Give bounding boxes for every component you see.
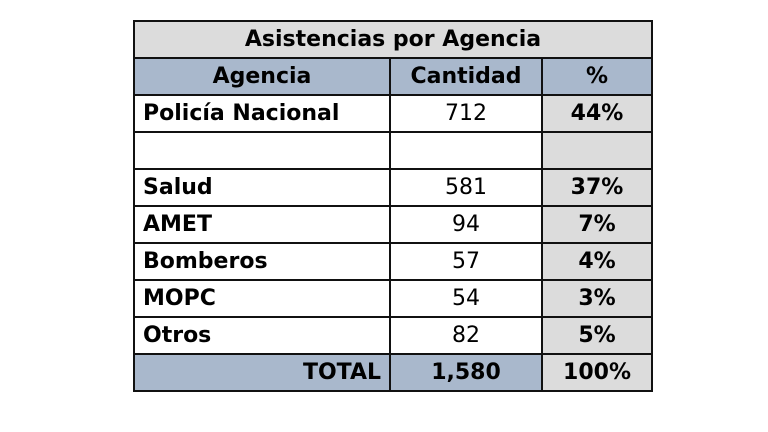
agency-cell: Salud [133,168,391,207]
table-header-row: Agencia Cantidad % [133,57,653,96]
total-percent: 100% [541,353,653,392]
table-title: Asistencias por Agencia [133,20,653,59]
table-row-empty [133,131,653,170]
quantity-cell: 57 [389,242,543,281]
table-row: Policía Nacional 712 44% [133,94,653,133]
table-row: Otros 82 5% [133,316,653,355]
percent-cell: 4% [541,242,653,281]
agency-assistance-table: Asistencias por Agencia Agencia Cantidad… [133,20,653,392]
percent-cell: 37% [541,168,653,207]
header-percent: % [541,57,653,96]
agency-cell [133,131,391,170]
percent-cell: 7% [541,205,653,244]
quantity-cell: 82 [389,316,543,355]
table-row: Salud 581 37% [133,168,653,207]
table-row: Bomberos 57 4% [133,242,653,281]
table-title-row: Asistencias por Agencia [133,20,653,59]
header-agency: Agencia [133,57,391,96]
header-quantity: Cantidad [389,57,543,96]
total-quantity: 1,580 [389,353,543,392]
agency-cell: Policía Nacional [133,94,391,133]
table-row: MOPC 54 3% [133,279,653,318]
table-row: AMET 94 7% [133,205,653,244]
quantity-cell: 712 [389,94,543,133]
agency-cell: AMET [133,205,391,244]
quantity-cell: 581 [389,168,543,207]
quantity-cell: 54 [389,279,543,318]
percent-cell: 44% [541,94,653,133]
total-row: TOTAL 1,580 100% [133,353,653,392]
percent-cell: 5% [541,316,653,355]
percent-cell [541,131,653,170]
agency-cell: Otros [133,316,391,355]
agency-cell: Bomberos [133,242,391,281]
quantity-cell [389,131,543,170]
agency-cell: MOPC [133,279,391,318]
percent-cell: 3% [541,279,653,318]
total-label: TOTAL [133,353,391,392]
quantity-cell: 94 [389,205,543,244]
